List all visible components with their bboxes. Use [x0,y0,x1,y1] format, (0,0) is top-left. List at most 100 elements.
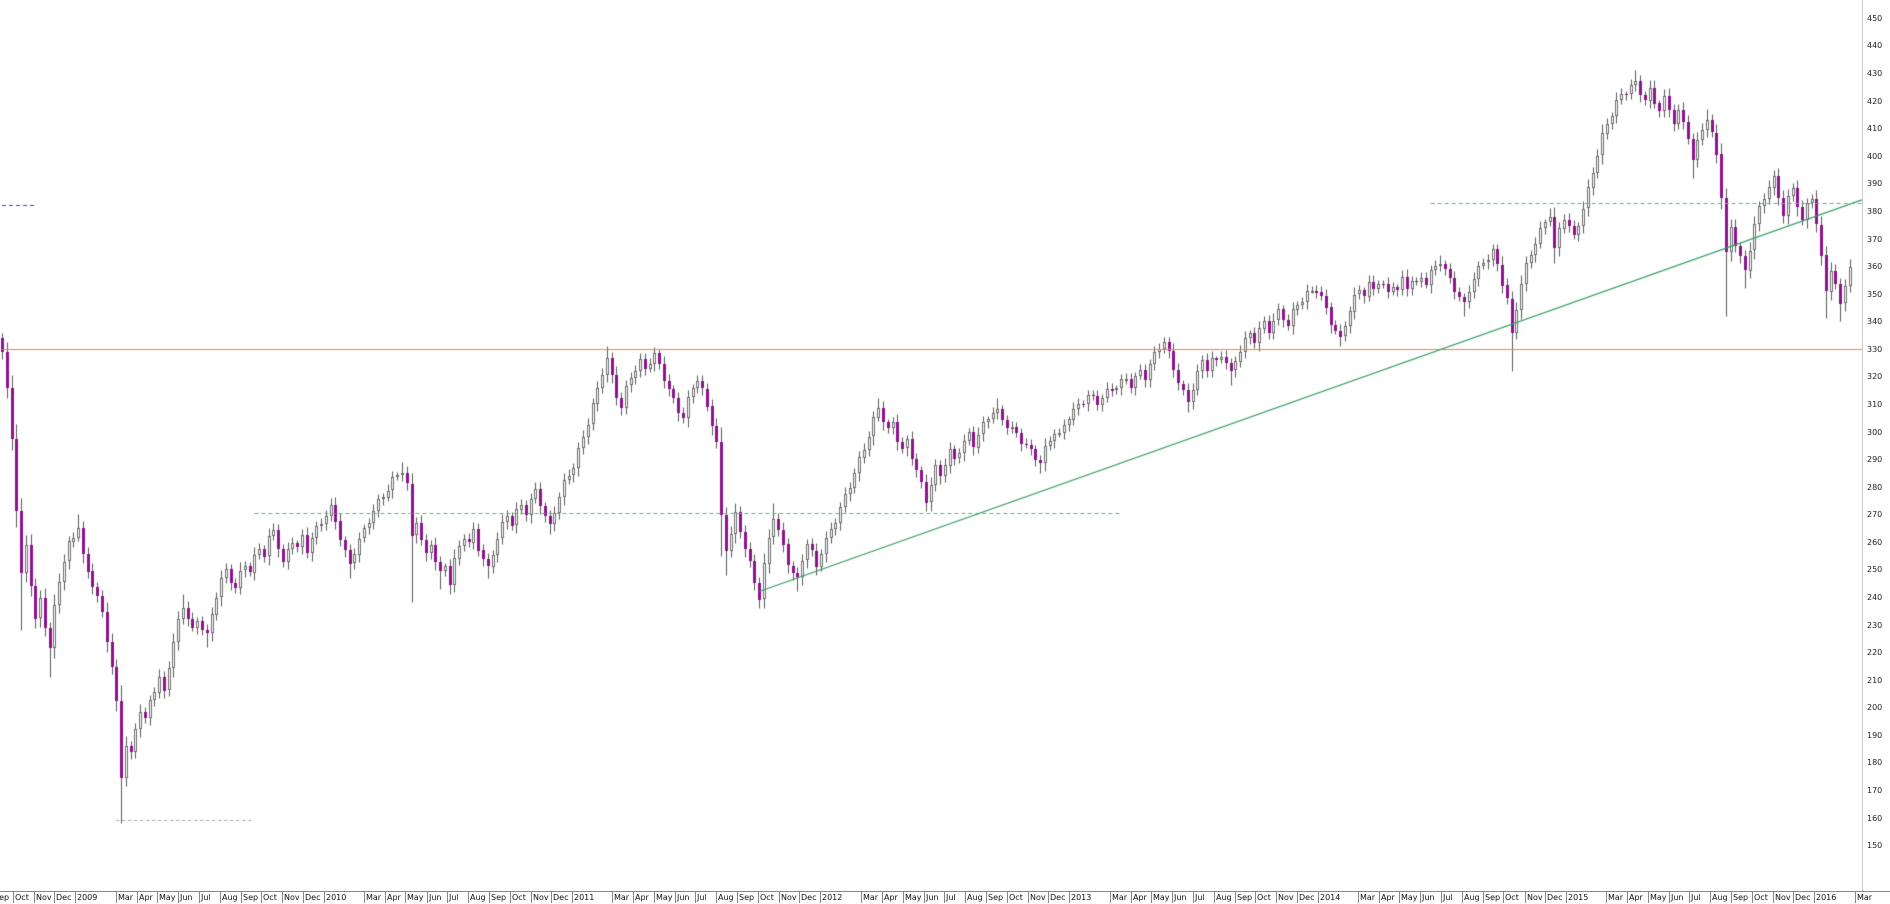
time-axis-month-label: Oct [15,893,29,902]
time-axis-tick [1731,892,1732,903]
time-axis-tick [303,892,304,903]
price-axis-label: 250 [1867,565,1883,575]
time-axis-tick [799,892,800,903]
time-axis[interactable]: Sep Oct Nov Dec 2009 Mar Apr May Jun Jul Aug Sep Oct… [0,891,1890,904]
time-axis-tick [427,892,428,903]
time-axis-tick [1276,892,1277,903]
time-axis-year-label: 2015 [1568,893,1589,902]
time-axis-month-label: Oct [512,893,526,902]
plot-area[interactable] [0,0,1862,892]
time-axis-tick [1028,892,1029,903]
time-axis-month-label: May [1650,893,1667,902]
price-axis-label: 220 [1867,648,1883,658]
time-axis-month-label: Oct [1505,893,1519,902]
time-axis-month-label: Aug [1712,893,1728,902]
time-axis-tick [1606,892,1607,903]
time-axis-tick [468,892,469,903]
time-axis-month-label: Apr [387,893,401,902]
time-axis-tick [1151,892,1152,903]
price-axis-label: 170 [1867,785,1883,795]
time-axis-month-label: Jun [1671,893,1684,902]
time-axis-month-label: Sep [243,893,259,902]
time-axis-month-label: Mar [863,893,879,902]
time-axis-month-label: Sep [1237,893,1253,902]
time-axis-tick [861,892,862,903]
time-axis-month-label: Oct [1257,893,1271,902]
time-axis-month-label: Aug [718,893,734,902]
time-axis-tick [1689,892,1690,903]
time-axis-tick [1358,892,1359,903]
time-axis-tick [1420,892,1421,903]
time-axis-month-label: Oct [1009,893,1023,902]
time-axis-year-label: 2012 [822,893,843,902]
time-axis-year-label: 2011 [574,893,595,902]
time-axis-month-label: Oct [760,893,774,902]
time-axis-tick [13,892,14,903]
time-axis-month-label: Jun [180,893,193,902]
price-axis-label: 450 [1867,13,1883,23]
time-axis-month-label: Dec [1299,893,1315,902]
time-axis-month-label: May [1401,893,1418,902]
time-axis-month-label: May [407,893,424,902]
price-axis-label: 290 [1867,455,1883,465]
time-axis-tick [758,892,759,903]
time-axis-tick [675,892,676,903]
price-axis-label: 390 [1867,179,1883,189]
time-axis-month-label: May [656,893,673,902]
time-axis-tick [1172,892,1173,903]
time-axis-tick [282,892,283,903]
time-axis-tick [220,892,221,903]
time-axis-month-label: Nov [781,893,797,902]
time-axis-month-label: Aug [470,893,486,902]
time-axis-tick [779,892,780,903]
price-axis[interactable]: 450 440 430 420 410 400 390 380 370 360 350 340 330 3… [1862,0,1890,892]
time-axis-tick [199,892,200,903]
price-axis-label: 280 [1867,482,1883,492]
price-axis-label: 340 [1867,317,1883,327]
time-axis-month-label: Nov [1030,893,1046,902]
time-axis-tick [716,892,717,903]
time-axis-month-label: Apr [1381,893,1395,902]
time-axis-tick [551,892,552,903]
time-axis-tick [882,892,883,903]
price-axis-label: 230 [1867,620,1883,630]
time-axis-month-label: May [159,893,176,902]
time-axis-month-label: Nov [533,893,549,902]
time-axis-month-label: Sep [0,893,10,902]
time-axis-tick [1773,892,1774,903]
time-axis-tick [1318,892,1319,903]
time-axis-tick [1627,892,1628,903]
time-axis-year-label: 2010 [326,893,347,902]
price-axis-label: 210 [1867,675,1883,685]
time-axis-tick [1483,892,1484,903]
time-axis-tick [1048,892,1049,903]
time-axis-tick [820,892,821,903]
time-axis-tick [1069,892,1070,903]
price-axis-label: 200 [1867,703,1883,713]
time-axis-tick [1545,892,1546,903]
time-axis-month-label: Sep [1485,893,1501,902]
price-axis-label: 150 [1867,841,1883,851]
price-axis-label: 190 [1867,730,1883,740]
time-axis-tick [1110,892,1111,903]
price-chart-canvas[interactable] [0,0,1862,892]
time-axis-tick [1710,892,1711,903]
time-axis-tick [1255,892,1256,903]
time-axis-tick [1855,892,1856,903]
time-axis-month-label: Dec [1050,893,1066,902]
price-axis-label: 410 [1867,124,1883,134]
time-axis-month-label: Dec [305,893,321,902]
time-axis-tick [903,892,904,903]
time-axis-month-label: Apr [139,893,153,902]
price-axis-label: 430 [1867,69,1883,79]
time-axis-month-label: Nov [1775,893,1791,902]
time-axis-tick [157,892,158,903]
time-axis-year-label: 2013 [1071,893,1092,902]
time-axis-tick [531,892,532,903]
time-axis-month-label: Jul [1691,893,1701,902]
price-axis-label: 300 [1867,427,1883,437]
time-axis-tick [510,892,511,903]
time-axis-month-label: Oct [1754,893,1768,902]
time-axis-month-label: Sep [1733,893,1749,902]
